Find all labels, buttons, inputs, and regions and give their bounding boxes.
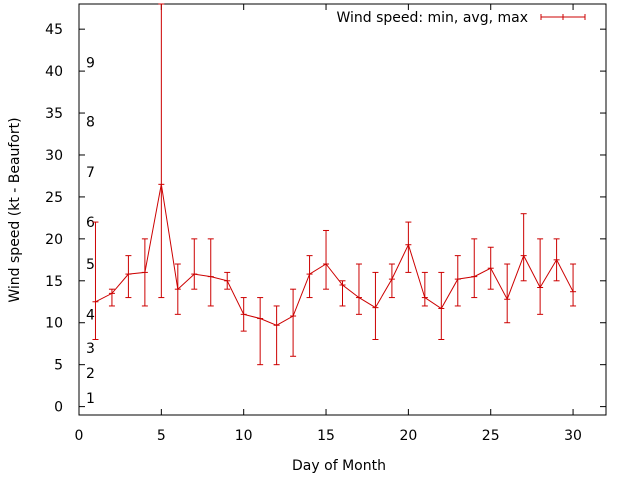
error-bar — [438, 271, 445, 341]
series-line — [95, 184, 574, 326]
beaufort-label: 8 — [86, 114, 95, 130]
x-tick-label: 5 — [157, 428, 166, 444]
error-bar — [290, 288, 297, 357]
x-tick-label: 10 — [235, 428, 253, 444]
y-tick-label: 20 — [45, 232, 63, 248]
beaufort-label: 9 — [86, 56, 95, 72]
y-tick-label: 25 — [45, 190, 63, 206]
series-layer — [92, 3, 577, 366]
x-tick-label: 25 — [482, 428, 500, 444]
error-bar — [570, 263, 577, 307]
error-bar — [421, 271, 428, 307]
error-bar — [520, 213, 527, 282]
error-bar — [191, 238, 198, 290]
y-tick-label: 35 — [45, 106, 63, 122]
beaufort-label: 1 — [86, 391, 95, 407]
error-bar — [537, 238, 544, 315]
error-bar — [224, 271, 231, 290]
y-tick-label: 30 — [45, 148, 63, 164]
y-tick-label: 10 — [45, 316, 63, 332]
y-tick-label: 45 — [45, 22, 63, 38]
x-tick-label: 15 — [317, 428, 335, 444]
beaufort-scale: 1 2 3 4 5 6 7 8 9 — [86, 56, 95, 408]
error-bar — [92, 221, 99, 341]
error-bar — [504, 263, 511, 324]
y-tick-label: 5 — [54, 358, 63, 374]
legend-label: Wind speed: min, avg, max — [336, 10, 528, 26]
error-bar — [174, 263, 181, 315]
error-bar — [487, 246, 494, 290]
legend-sample — [540, 14, 586, 20]
plot-frame — [78, 3, 607, 416]
error-bar — [125, 255, 132, 299]
error-bar — [339, 280, 346, 307]
error-bar — [405, 221, 412, 273]
y-tick-label: 0 — [54, 400, 63, 416]
y-tick-label: 15 — [45, 274, 63, 290]
error-bar — [471, 238, 478, 299]
error-bar — [553, 238, 560, 282]
x-tick-label: 30 — [564, 428, 582, 444]
beaufort-label: 7 — [86, 165, 95, 181]
x-tick-label: 0 — [75, 428, 84, 444]
error-bar — [257, 297, 264, 366]
error-bar — [141, 238, 148, 307]
x-axis-label: Day of Month — [292, 458, 386, 474]
y-axis-label: Wind speed (kt - Beaufort) — [7, 117, 23, 302]
x-axis: 0 5 10 15 20 25 30 — [75, 4, 582, 444]
error-bar — [273, 305, 280, 366]
beaufort-label: 4 — [86, 307, 95, 323]
error-bar — [388, 263, 395, 299]
error-bar — [355, 263, 362, 315]
error-bar — [240, 297, 247, 332]
error-bar — [323, 229, 330, 290]
beaufort-label: 6 — [86, 215, 95, 231]
error-bar — [306, 255, 313, 299]
beaufort-label: 2 — [86, 366, 95, 382]
legend: Wind speed: min, avg, max — [336, 10, 586, 26]
error-bar — [372, 271, 379, 341]
beaufort-label: 3 — [86, 341, 95, 357]
error-bar — [158, 3, 165, 299]
error-bar — [454, 255, 461, 307]
x-tick-label: 20 — [399, 428, 417, 444]
error-bar — [207, 238, 214, 307]
beaufort-label: 5 — [86, 257, 95, 273]
error-bar — [108, 288, 115, 307]
y-tick-label: 40 — [45, 64, 63, 80]
